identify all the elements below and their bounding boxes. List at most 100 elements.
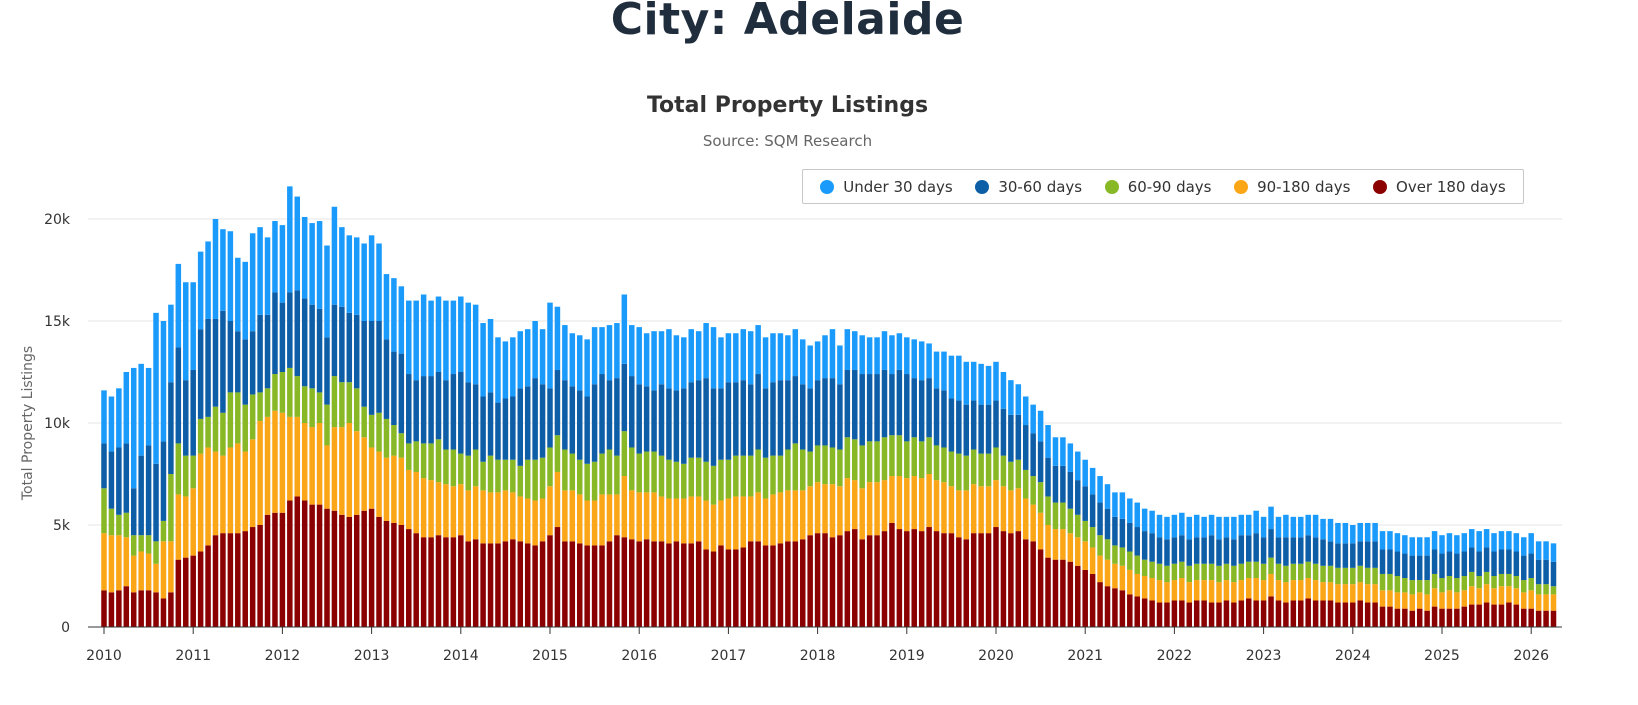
bar-segment-60-90-days[interactable]	[1134, 555, 1140, 574]
bar-stack[interactable]	[762, 337, 769, 627]
bar-segment-over-180-days[interactable]	[1089, 573, 1096, 627]
bar-segment-under-30-days[interactable]	[777, 333, 784, 381]
bar-segment-over-180-days[interactable]	[1275, 600, 1282, 627]
bar-segment-over-180-days[interactable]	[918, 531, 925, 627]
bar-segment-over-180-days[interactable]	[1253, 600, 1259, 627]
bar-segment-under-30-days[interactable]	[703, 323, 709, 379]
bar-stack[interactable]	[896, 333, 903, 627]
bar-segment-over-180-days[interactable]	[792, 541, 799, 627]
bar-segment-under-30-days[interactable]	[1379, 531, 1386, 550]
bar-segment-30-60-days[interactable]	[1208, 535, 1215, 564]
bar-segment-under-30-days[interactable]	[1223, 516, 1230, 538]
bar-segment-under-30-days[interactable]	[688, 329, 694, 383]
bar-stack[interactable]	[1424, 537, 1430, 627]
bar-stack[interactable]	[435, 296, 442, 627]
bar-segment-under-30-days[interactable]	[1290, 516, 1297, 538]
bar-segment-60-90-days[interactable]	[1506, 573, 1512, 587]
bar-segment-30-60-days[interactable]	[933, 388, 940, 446]
bar-segment-under-30-days[interactable]	[829, 329, 836, 379]
bar-segment-60-90-days[interactable]	[1067, 508, 1074, 534]
bar-stack[interactable]	[1402, 535, 1408, 627]
bar-segment-over-180-days[interactable]	[926, 527, 932, 627]
bar-segment-over-180-days[interactable]	[1022, 539, 1029, 627]
bar-segment-over-180-days[interactable]	[1312, 600, 1319, 627]
bar-segment-60-90-days[interactable]	[1468, 571, 1475, 587]
bar-segment-60-90-days[interactable]	[926, 437, 932, 474]
bar-segment-60-90-days[interactable]	[227, 392, 234, 448]
bar-stack[interactable]	[725, 333, 732, 627]
bar-stack[interactable]	[852, 331, 858, 627]
bar-segment-30-60-days[interactable]	[153, 463, 159, 542]
bar-segment-90-180-days[interactable]	[279, 412, 286, 513]
bar-stack[interactable]	[1394, 533, 1401, 627]
bar-segment-60-90-days[interactable]	[911, 437, 917, 477]
bar-segment-90-180-days[interactable]	[710, 504, 717, 552]
bar-segment-over-180-days[interactable]	[1082, 569, 1088, 627]
bar-segment-30-60-days[interactable]	[807, 388, 813, 452]
bar-segment-90-180-days[interactable]	[643, 492, 650, 540]
bar-segment-30-60-days[interactable]	[666, 388, 672, 460]
bar-segment-60-90-days[interactable]	[1253, 561, 1259, 579]
bar-segment-30-60-days[interactable]	[614, 378, 620, 456]
bar-segment-60-90-days[interactable]	[710, 465, 717, 505]
bar-segment-over-180-days[interactable]	[755, 541, 761, 627]
bar-segment-60-90-days[interactable]	[792, 443, 799, 491]
bar-segment-90-180-days[interactable]	[353, 431, 360, 515]
bar-segment-over-180-days[interactable]	[480, 543, 486, 627]
bar-segment-under-30-days[interactable]	[1327, 518, 1334, 542]
bar-segment-under-30-days[interactable]	[643, 333, 650, 387]
legend-item-90-180[interactable]: 90-180 days	[1234, 178, 1350, 196]
bar-segment-over-180-days[interactable]	[1409, 610, 1416, 627]
bar-segment-under-30-days[interactable]	[1506, 531, 1512, 550]
bar-segment-60-90-days[interactable]	[294, 376, 301, 417]
bar-segment-60-90-days[interactable]	[799, 449, 806, 491]
bar-segment-60-90-days[interactable]	[1260, 563, 1267, 581]
bar-segment-60-90-days[interactable]	[985, 453, 992, 487]
bar-segment-over-180-days[interactable]	[554, 527, 561, 627]
bar-segment-over-180-days[interactable]	[1268, 596, 1274, 627]
bar-segment-under-30-days[interactable]	[874, 337, 880, 375]
bar-segment-over-180-days[interactable]	[1454, 608, 1460, 627]
bar-segment-90-180-days[interactable]	[799, 490, 806, 540]
bar-stack[interactable]	[1164, 516, 1170, 627]
bar-stack[interactable]	[792, 329, 799, 627]
bar-segment-30-60-days[interactable]	[1454, 553, 1460, 579]
bar-segment-30-60-days[interactable]	[1483, 547, 1490, 572]
bar-segment-90-180-days[interactable]	[681, 498, 687, 544]
bar-segment-over-180-days[interactable]	[1283, 602, 1289, 627]
bar-segment-90-180-days[interactable]	[324, 445, 330, 509]
bar-segment-over-180-days[interactable]	[1238, 600, 1245, 627]
bar-segment-30-60-days[interactable]	[673, 390, 680, 462]
bar-segment-over-180-days[interactable]	[1394, 608, 1401, 627]
bar-segment-60-90-days[interactable]	[123, 512, 130, 538]
bar-stack[interactable]	[606, 325, 613, 627]
bar-segment-30-60-days[interactable]	[844, 369, 851, 438]
bar-segment-60-90-days[interactable]	[1275, 563, 1282, 581]
bar-segment-30-60-days[interactable]	[160, 441, 167, 521]
bar-stack[interactable]	[383, 274, 390, 627]
bar-segment-60-90-days[interactable]	[339, 382, 345, 428]
bar-segment-30-60-days[interactable]	[636, 384, 642, 454]
bar-segment-over-180-days[interactable]	[1193, 600, 1200, 627]
bar-segment-under-30-days[interactable]	[629, 325, 635, 377]
bar-segment-30-60-days[interactable]	[301, 298, 308, 387]
bar-segment-60-90-days[interactable]	[629, 447, 635, 491]
bar-segment-90-180-days[interactable]	[1424, 594, 1430, 611]
bar-segment-under-30-days[interactable]	[710, 327, 717, 389]
bar-segment-under-30-days[interactable]	[1022, 396, 1029, 426]
bar-stack[interactable]	[1223, 516, 1230, 627]
bar-segment-60-90-days[interactable]	[1164, 565, 1170, 583]
bar-stack[interactable]	[1089, 467, 1096, 627]
bar-segment-60-90-days[interactable]	[279, 372, 286, 413]
bar-segment-under-30-days[interactable]	[376, 243, 382, 321]
bar-segment-30-60-days[interactable]	[1298, 537, 1304, 564]
bar-segment-90-180-days[interactable]	[532, 500, 538, 546]
bar-segment-under-30-days[interactable]	[636, 327, 642, 385]
bar-segment-30-60-days[interactable]	[1320, 539, 1326, 566]
bar-stack[interactable]	[948, 355, 955, 627]
bar-stack[interactable]	[205, 241, 211, 627]
bar-segment-90-180-days[interactable]	[1461, 590, 1468, 607]
bar-segment-under-30-days[interactable]	[406, 300, 412, 375]
bar-segment-90-180-days[interactable]	[904, 478, 910, 532]
bar-segment-30-60-days[interactable]	[896, 369, 903, 436]
